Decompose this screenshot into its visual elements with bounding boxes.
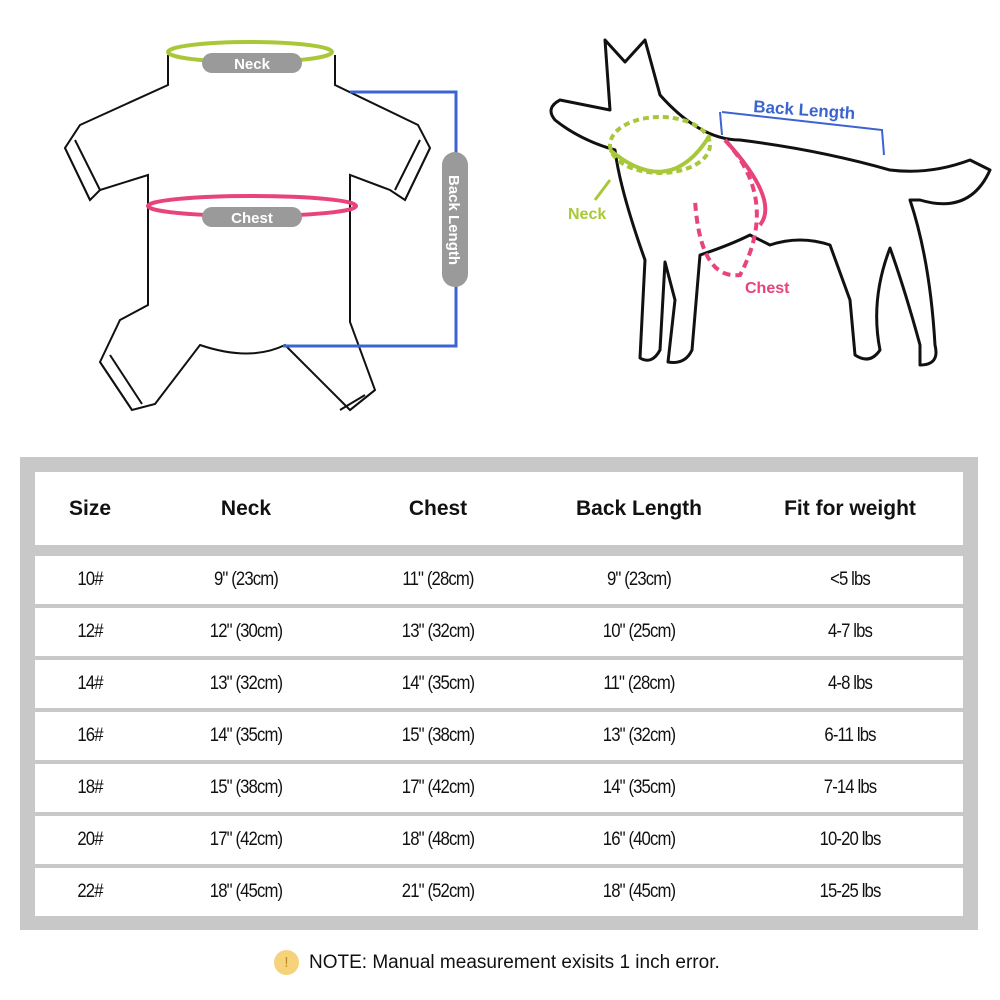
cell-size: 16# bbox=[77, 725, 103, 746]
cell-back-length: 11" (28cm) bbox=[603, 673, 675, 694]
cell-neck: 15" (38cm) bbox=[209, 777, 283, 798]
header-fit-weight: Fit for weight bbox=[784, 496, 916, 520]
cell-size: 10# bbox=[77, 569, 103, 590]
garment-chest-label: Chest bbox=[231, 210, 273, 227]
cell-fit-weight: 15-25 lbs bbox=[819, 881, 882, 902]
garment-neck-label: Neck bbox=[234, 56, 271, 73]
size-table: Size Neck Chest Back Length Fit for weig… bbox=[20, 457, 978, 930]
cell-neck: 9" (23cm) bbox=[214, 569, 279, 590]
cell-back-length: 18" (45cm) bbox=[602, 881, 676, 902]
cell-back-length: 13" (32cm) bbox=[602, 725, 676, 746]
garment-outline bbox=[63, 55, 432, 412]
header-neck: Neck bbox=[220, 496, 272, 520]
cell-neck: 12" (30cm) bbox=[209, 621, 283, 642]
cell-back-length: 14" (35cm) bbox=[602, 777, 676, 798]
header-back-length: Back Length bbox=[575, 496, 703, 520]
back-length-pill bbox=[442, 152, 468, 287]
table-row: 18# 15" (38cm) 17" (42cm) 14" (35cm) 7-14 lb… bbox=[35, 764, 963, 812]
cell-back-length: 9" (23cm) bbox=[607, 569, 672, 590]
table-row: 12# 12" (30cm) 13" (32cm) 10" (25cm) 4-7 lbs bbox=[35, 608, 963, 656]
dog-illustration: Neck Chest Back Length bbox=[549, 38, 992, 367]
cell-chest: 14" (35cm) bbox=[401, 673, 475, 694]
exclamation-icon: ! bbox=[274, 950, 299, 975]
cell-neck: 17" (42cm) bbox=[209, 829, 283, 850]
cell-chest: 21" (52cm) bbox=[401, 881, 475, 902]
dog-neck-label: Neck bbox=[568, 206, 606, 223]
cell-fit-weight: 7-14 lbs bbox=[823, 777, 877, 798]
table-row: 14# 13" (32cm) 14" (35cm) 11" (28cm) 4-8 lbs bbox=[35, 660, 963, 708]
cell-chest: 15" (38cm) bbox=[401, 725, 475, 746]
table-row: 10# 9" (23cm) 11" (28cm) 9" (23cm) <5 lbs bbox=[35, 556, 963, 604]
cell-chest: 11" (28cm) bbox=[402, 569, 474, 590]
dog-back-length-label: Back Length bbox=[753, 97, 856, 123]
cell-neck: 14" (35cm) bbox=[209, 725, 283, 746]
cell-fit-weight: 10-20 lbs bbox=[819, 829, 882, 850]
garment-illustration: Neck Chest Back Length bbox=[63, 40, 468, 412]
dog-chest-label: Chest bbox=[745, 280, 790, 297]
cell-neck: 13" (32cm) bbox=[209, 673, 283, 694]
cell-size: 22# bbox=[77, 881, 103, 902]
cell-chest: 13" (32cm) bbox=[401, 621, 475, 642]
header-chest: Chest bbox=[408, 496, 468, 520]
table-row: 20# 17" (42cm) 18" (48cm) 16" (40cm) 10-20 l… bbox=[35, 816, 963, 864]
cell-back-length: 16" (40cm) bbox=[602, 829, 676, 850]
note-text: NOTE: Manual measurement exisits 1 inch … bbox=[309, 951, 720, 973]
cell-neck: 18" (45cm) bbox=[209, 881, 283, 902]
header-size: Size bbox=[68, 496, 112, 520]
dog-outline bbox=[549, 38, 992, 367]
table-row: 16# 14" (35cm) 15" (38cm) 13" (32cm) 6-11 lb… bbox=[35, 712, 963, 760]
chest-pill bbox=[202, 207, 302, 227]
dog-chest-ring bbox=[693, 138, 759, 278]
cell-back-length: 10" (25cm) bbox=[602, 621, 676, 642]
cell-chest: 18" (48cm) bbox=[401, 829, 475, 850]
cell-chest: 17" (42cm) bbox=[401, 777, 475, 798]
cell-size: 12# bbox=[77, 621, 103, 642]
cell-fit-weight: <5 lbs bbox=[830, 569, 871, 590]
cell-size: 18# bbox=[77, 777, 103, 798]
cell-fit-weight: 4-8 lbs bbox=[827, 673, 873, 694]
cell-size: 20# bbox=[77, 829, 103, 850]
garment-back-length-label: Back Length bbox=[445, 175, 462, 265]
table-header-row: Size Neck Chest Back Length Fit for weig… bbox=[35, 472, 963, 545]
note: ! NOTE: Manual measurement exisits 1 inc… bbox=[274, 950, 720, 975]
cell-fit-weight: 6-11 lbs bbox=[824, 725, 876, 746]
cell-fit-weight: 4-7 lbs bbox=[827, 621, 873, 642]
cell-size: 14# bbox=[77, 673, 103, 694]
neck-pill bbox=[202, 53, 302, 73]
table-row: 22# 18" (45cm) 21" (52cm) 18" (45cm) 15-25 l… bbox=[35, 868, 963, 916]
